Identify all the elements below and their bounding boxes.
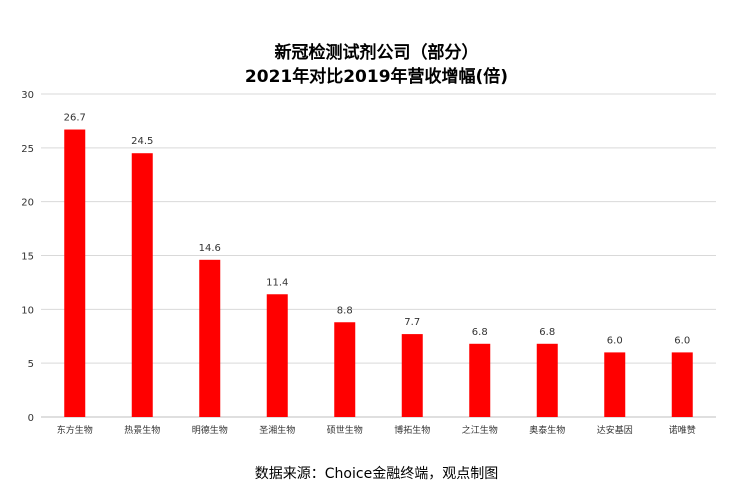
bar <box>604 352 626 417</box>
x-tick-label: 诺唯赞 <box>669 424 696 436</box>
bar <box>671 352 693 417</box>
bar <box>334 322 356 417</box>
chart-title-line2: 2021年对比2019年营收增幅(倍) <box>244 67 509 87</box>
y-tick-label: 20 <box>21 198 34 209</box>
y-tick-label: 5 <box>28 359 34 370</box>
data-label: 14.6 <box>199 243 221 254</box>
data-label: 6.0 <box>607 335 623 346</box>
y-tick-label: 0 <box>28 413 34 424</box>
y-tick-label: 15 <box>21 252 34 263</box>
data-label: 7.7 <box>404 317 420 328</box>
y-tick-label: 30 <box>21 90 34 101</box>
x-tick-label: 热景生物 <box>124 424 160 436</box>
x-tick-label: 明德生物 <box>192 424 228 436</box>
bar <box>199 259 221 417</box>
x-tick-label: 东方生物 <box>57 424 93 436</box>
y-tick-label: 10 <box>21 305 34 316</box>
data-label: 11.4 <box>266 277 288 288</box>
x-tick-label: 博拓生物 <box>394 424 430 436</box>
x-tick-label: 之江生物 <box>462 424 498 436</box>
bar <box>469 343 491 417</box>
data-label: 8.8 <box>337 305 353 316</box>
bar <box>266 294 288 417</box>
bar <box>536 343 558 417</box>
bar <box>131 153 153 417</box>
y-tick-label: 25 <box>21 144 34 155</box>
bar <box>401 334 423 417</box>
data-label: 6.8 <box>472 327 488 338</box>
x-tick-label: 达安基因 <box>597 424 633 436</box>
data-label: 24.5 <box>131 136 153 147</box>
x-tick-label: 圣湘生物 <box>259 424 295 436</box>
x-tick-label: 奥泰生物 <box>529 424 565 436</box>
source-note: 数据来源：Choice金融终端，观点制图 <box>254 466 499 482</box>
data-label: 26.7 <box>64 113 86 124</box>
data-label: 6.8 <box>539 327 555 338</box>
bar <box>64 129 86 417</box>
x-tick-label: 硕世生物 <box>327 424 363 436</box>
chart-title-line1: 新冠检测试剂公司（部分） <box>274 43 479 63</box>
data-label: 6.0 <box>674 335 690 346</box>
